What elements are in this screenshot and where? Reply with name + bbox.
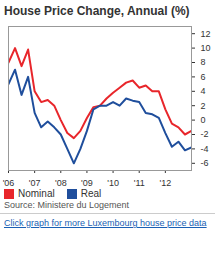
html-text:Click graph for more Luxembour: Click graph for more Luxembourg house pr… (4, 218, 207, 228)
svg-text:'06: '06 (3, 178, 15, 188)
svg-text:8: 8 (201, 57, 206, 67)
html-text:Nominal: Nominal (18, 188, 55, 199)
svg-text:-4: -4 (201, 144, 209, 154)
svg-text:'10: '10 (107, 178, 119, 188)
svg-text:10: 10 (201, 43, 211, 53)
svg-text:6: 6 (201, 72, 206, 82)
svg-text:4: 4 (201, 86, 206, 96)
svg-text:-6: -6 (201, 158, 209, 168)
svg-text:'08: '08 (55, 178, 67, 188)
svg-text:-2: -2 (201, 129, 209, 139)
svg-text:'11: '11 (134, 178, 145, 188)
html-text:Real: Real (80, 188, 102, 199)
svg-text:'12: '12 (159, 178, 171, 188)
svg-text:2: 2 (201, 101, 206, 111)
svg-text:0: 0 (201, 115, 206, 125)
svg-text:'09: '09 (81, 178, 93, 188)
html-text:House Price Change, Annual (%): House Price Change, Annual (%) (4, 4, 190, 18)
svg-text:'07: '07 (29, 178, 41, 188)
html-text:Source: Ministere du Logement: Source: Ministere du Logement (4, 200, 130, 210)
svg-text:12: 12 (201, 29, 211, 39)
